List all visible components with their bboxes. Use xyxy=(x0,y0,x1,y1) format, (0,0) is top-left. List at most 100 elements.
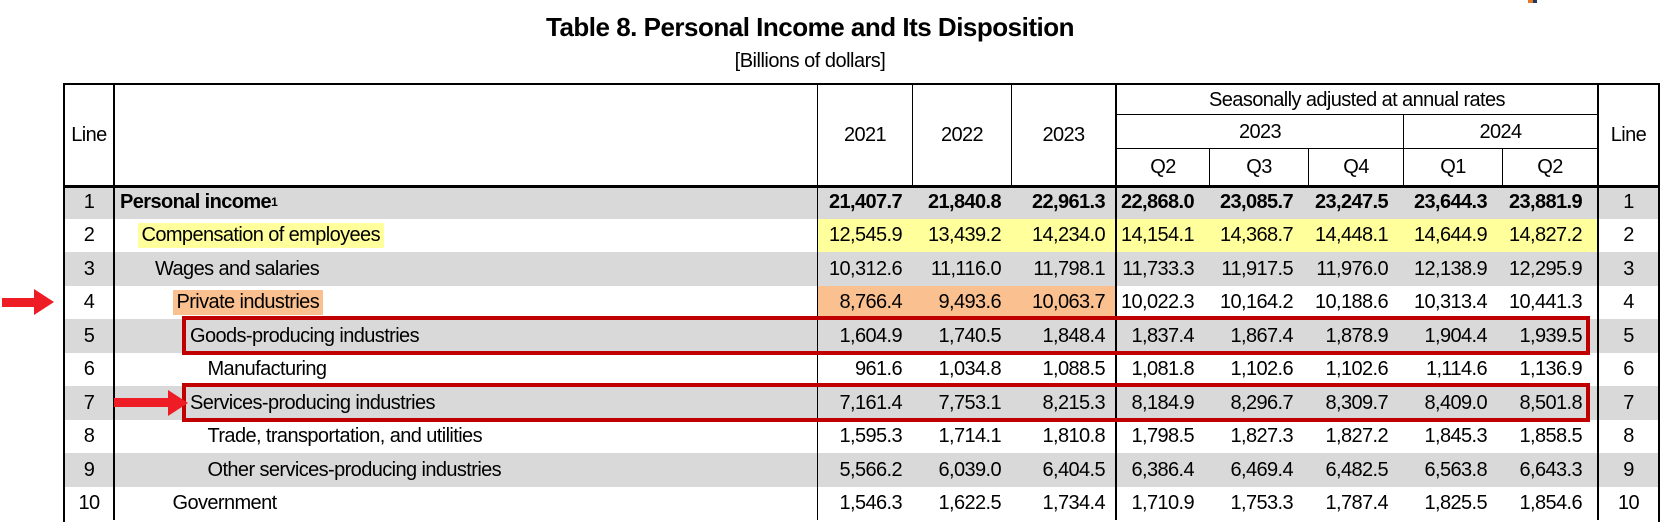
value-cell: 1,825.5 xyxy=(1403,486,1502,520)
row-label-column-header xyxy=(113,85,817,185)
value-cell: 11,917.5 xyxy=(1209,252,1308,286)
row-label: Wages and salaries xyxy=(155,257,320,280)
clipped-logo-fragment-navy xyxy=(1533,0,1537,3)
line-number-left: 8 xyxy=(65,419,113,453)
table-header-block: Table 8. Personal Income and Its Disposi… xyxy=(0,12,1620,73)
table-title: Table 8. Personal Income and Its Disposi… xyxy=(546,12,1074,42)
line-number-right: 2 xyxy=(1597,218,1658,252)
value-cell: 10,313.4 xyxy=(1403,285,1502,319)
row-label-cell: Private industries xyxy=(113,285,817,319)
value-cell: 1,734.4 xyxy=(1011,486,1115,520)
value-cell: 961.6 xyxy=(817,352,912,386)
value-cell: 12,138.9 xyxy=(1403,252,1502,286)
row-label-cell: Personal income 1 xyxy=(113,185,817,219)
row-label-cell: Wages and salaries xyxy=(113,252,817,286)
quarter-group-header-2024: 2024 xyxy=(1403,115,1597,149)
value-cell: 21,407.7 xyxy=(817,185,912,219)
line-number-left: 4 xyxy=(65,285,113,319)
year-column-header-2023: 2023 xyxy=(1011,85,1115,185)
row-label: Trade, transportation, and utilities xyxy=(207,425,483,448)
value-cell: 14,368.7 xyxy=(1209,218,1308,252)
value-cell: 1,034.8 xyxy=(912,352,1011,386)
line-column-header-left: Line xyxy=(71,124,107,146)
value-cell: 1,088.5 xyxy=(1011,352,1115,386)
value-cell: 1,827.2 xyxy=(1308,419,1403,453)
value-cell: 1,867.4 xyxy=(1209,319,1308,353)
value-cell: 1,878.9 xyxy=(1308,319,1403,353)
line-number-right: 3 xyxy=(1597,252,1658,286)
line-number-left: 6 xyxy=(65,352,113,386)
line-number-right: 9 xyxy=(1597,453,1658,487)
value-cell: 10,441.3 xyxy=(1502,285,1597,319)
value-cell: 1,854.6 xyxy=(1502,486,1597,520)
year-column-header-2021: 2021 xyxy=(817,85,912,185)
value-cell: 1,595.3 xyxy=(817,419,912,453)
row-label-cell: Government xyxy=(113,486,817,520)
line-number-left: 3 xyxy=(65,252,113,286)
value-cell: 6,469.4 xyxy=(1209,453,1308,487)
row-label-cell: Manufacturing xyxy=(113,352,817,386)
value-cell: 10,022.3 xyxy=(1115,285,1209,319)
line-number-left: 2 xyxy=(65,218,113,252)
row-label-cell: Other services-producing industries xyxy=(113,453,817,487)
line-number-left: 10 xyxy=(65,486,113,520)
line-number-right: 5 xyxy=(1597,319,1658,353)
header-divider-line xyxy=(65,185,1658,188)
arrow-head-icon xyxy=(168,389,188,416)
value-cell: 8,409.0 xyxy=(1403,386,1502,420)
value-cell: 1,114.6 xyxy=(1403,352,1502,386)
value-cell: 1,827.3 xyxy=(1209,419,1308,453)
value-cell: 10,312.6 xyxy=(817,252,912,286)
value-cell: 1,102.6 xyxy=(1209,352,1308,386)
value-cell: 8,184.9 xyxy=(1115,386,1209,420)
value-cell: 8,296.7 xyxy=(1209,386,1308,420)
row-label: Manufacturing xyxy=(207,358,328,381)
value-cell: 14,644.9 xyxy=(1403,218,1502,252)
value-cell: 1,136.9 xyxy=(1502,352,1597,386)
value-cell: 1,081.8 xyxy=(1115,352,1209,386)
value-cell: 1,845.3 xyxy=(1403,419,1502,453)
value-cell: 11,116.0 xyxy=(912,252,1011,286)
line-number-right: 7 xyxy=(1597,386,1658,420)
value-cell: 1,787.4 xyxy=(1308,486,1403,520)
value-cell: 6,563.8 xyxy=(1403,453,1502,487)
value-cell: 14,448.1 xyxy=(1308,218,1403,252)
value-cell: 23,085.7 xyxy=(1209,185,1308,219)
value-cell: 1,753.3 xyxy=(1209,486,1308,520)
value-cell: 1,604.9 xyxy=(817,319,912,353)
value-cell: 10,063.7 xyxy=(1011,285,1115,319)
arrow-shaft xyxy=(114,398,168,408)
value-cell: 6,386.4 xyxy=(1115,453,1209,487)
arrow-head-icon xyxy=(34,289,54,316)
value-cell: 1,546.3 xyxy=(817,486,912,520)
line-number-left: 5 xyxy=(65,319,113,353)
row-label: Government xyxy=(172,492,278,515)
value-cell: 1,714.1 xyxy=(912,419,1011,453)
value-cell: 1,858.5 xyxy=(1502,419,1597,453)
value-cell: 1,810.8 xyxy=(1011,419,1115,453)
value-cell: 8,215.3 xyxy=(1011,386,1115,420)
value-cell: 1,848.4 xyxy=(1011,319,1115,353)
line-number-left: 1 xyxy=(65,185,113,219)
quarter-header-q2-2023: Q2 xyxy=(1115,149,1209,185)
value-cell: 7,161.4 xyxy=(817,386,912,420)
row-label: Goods-producing industries xyxy=(190,324,420,347)
value-cell: 10,164.2 xyxy=(1209,285,1308,319)
row-label: Private industries xyxy=(172,289,324,315)
seasonally-adjusted-header: Seasonally adjusted at annual rates xyxy=(1115,85,1597,115)
value-cell: 11,798.1 xyxy=(1011,252,1115,286)
value-cell: 13,439.2 xyxy=(912,218,1011,252)
value-cell: 1,710.9 xyxy=(1115,486,1209,520)
value-cell: 8,501.8 xyxy=(1502,386,1597,420)
footnote-marker: 1 xyxy=(271,194,278,209)
row-label: Personal income xyxy=(120,190,272,213)
value-cell: 9,493.6 xyxy=(912,285,1011,319)
quarter-header-q1-2024: Q1 xyxy=(1403,149,1502,185)
value-cell: 6,404.5 xyxy=(1011,453,1115,487)
value-cell: 14,154.1 xyxy=(1115,218,1209,252)
value-cell: 1,939.5 xyxy=(1502,319,1597,353)
row-label-cell: Trade, transportation, and utilities xyxy=(113,419,817,453)
quarter-group-header-2023: 2023 xyxy=(1115,115,1403,149)
line-number-left: 9 xyxy=(65,453,113,487)
row-label: Services-producing industries xyxy=(190,391,436,414)
